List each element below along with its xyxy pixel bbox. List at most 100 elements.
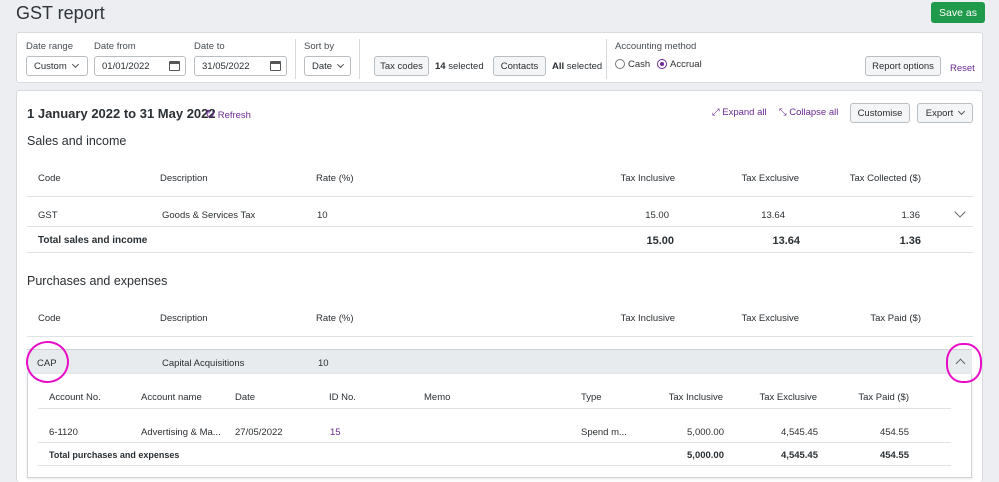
expand-all-label: Expand all bbox=[722, 107, 767, 118]
radio-selected-icon[interactable] bbox=[657, 59, 667, 70]
date-from-label: Date from bbox=[94, 41, 136, 52]
date-range-select[interactable]: Custom bbox=[26, 56, 88, 76]
detail-row-id-link[interactable]: 15 bbox=[330, 427, 341, 438]
sales-total-tax-collected: 1.36 bbox=[899, 235, 921, 247]
sort-by-value: Date bbox=[312, 60, 333, 72]
chevron-down-icon bbox=[337, 60, 345, 69]
detail-header-date: Date bbox=[235, 392, 256, 403]
date-from-value: 01/01/2022 bbox=[102, 60, 150, 72]
detail-header-memo: Memo bbox=[424, 392, 451, 403]
export-button[interactable]: Export bbox=[917, 103, 973, 123]
chevron-down-icon[interactable] bbox=[954, 206, 966, 218]
sales-header-tax-collected: Tax Collected ($) bbox=[849, 173, 921, 184]
sales-row-code: GST bbox=[38, 210, 58, 221]
report-options-button[interactable]: Report options bbox=[865, 56, 941, 76]
tax-codes-suffix: selected bbox=[448, 61, 484, 72]
detail-header-tax-exclusive: Tax Exclusive bbox=[759, 392, 817, 403]
calendar-icon[interactable] bbox=[169, 61, 180, 71]
page-title: GST report bbox=[16, 3, 105, 23]
date-to-label: Date to bbox=[194, 41, 225, 52]
sales-row-tax-exclusive: 13.64 bbox=[761, 210, 785, 221]
purchases-header-tax-exclusive: Tax Exclusive bbox=[741, 313, 799, 324]
sales-row-tax-collected: 1.36 bbox=[901, 210, 921, 221]
purchases-section-title: Purchases and expenses bbox=[27, 274, 168, 288]
sales-header-rate: Rate (%) bbox=[316, 173, 354, 184]
detail-row-tax-inclusive: 5,000.00 bbox=[687, 427, 724, 438]
filter-panel: Date range Custom Date from 01/01/2022 D… bbox=[16, 32, 983, 83]
expand-icon: ⤢ bbox=[712, 107, 720, 118]
detail-total-tax-paid: 454.55 bbox=[879, 450, 909, 461]
radio-icon[interactable] bbox=[615, 59, 625, 70]
divider bbox=[27, 226, 973, 227]
contacts-suffix: selected bbox=[566, 61, 603, 72]
divider bbox=[27, 336, 973, 337]
detail-row-account-no: 6-1120 bbox=[49, 427, 78, 438]
divider bbox=[27, 252, 973, 253]
sort-by-select[interactable]: Date bbox=[304, 56, 351, 76]
divider bbox=[38, 442, 951, 443]
date-from-input[interactable]: 01/01/2022 bbox=[94, 56, 186, 76]
refresh-icon: ↻ bbox=[205, 107, 216, 121]
refresh-label: Refresh bbox=[217, 110, 251, 121]
sales-total-tax-inclusive: 15.00 bbox=[646, 235, 674, 247]
date-range-label: Date range bbox=[26, 41, 74, 52]
sales-header-code: Code bbox=[38, 173, 61, 184]
report-period: 1 January 2022 to 31 May 2022 bbox=[27, 106, 216, 121]
divider bbox=[38, 408, 951, 409]
collapse-all-label: Collapse all bbox=[789, 107, 839, 118]
reset-link[interactable]: Reset bbox=[950, 63, 975, 74]
purchases-row-description: Capital Acquisitions bbox=[162, 358, 245, 369]
detail-row-tax-exclusive: 4,545.45 bbox=[781, 427, 818, 438]
sales-section-title: Sales and income bbox=[27, 134, 127, 148]
save-as-button[interactable]: Save as bbox=[931, 2, 985, 23]
accounting-method-label: Accounting method bbox=[615, 41, 697, 52]
purchases-header-tax-paid: Tax Paid ($) bbox=[870, 313, 921, 324]
contacts-all: All bbox=[552, 61, 565, 72]
contacts-selected: All selected bbox=[552, 61, 602, 72]
sales-header-tax-exclusive: Tax Exclusive bbox=[741, 173, 799, 184]
expand-all-link[interactable]: ⤢ Expand all bbox=[712, 107, 767, 118]
divider bbox=[359, 39, 360, 79]
date-range-value: Custom bbox=[34, 60, 67, 72]
purchases-header-rate: Rate (%) bbox=[316, 313, 354, 324]
detail-row-date: 27/05/2022 bbox=[235, 427, 283, 438]
detail-header-tax-inclusive: Tax Inclusive bbox=[668, 392, 723, 403]
detail-total-tax-inclusive: 5,000.00 bbox=[687, 450, 724, 461]
purchases-row-cap[interactable]: CAP Capital Acquisitions 10 bbox=[27, 349, 972, 374]
detail-total-tax-exclusive: 4,545.45 bbox=[781, 450, 818, 461]
detail-header-id-no: ID No. bbox=[329, 392, 356, 403]
divider bbox=[606, 39, 607, 79]
sort-by-label: Sort by bbox=[304, 41, 335, 52]
divider bbox=[38, 465, 951, 466]
export-label: Export bbox=[925, 107, 954, 119]
customise-button[interactable]: Customise bbox=[850, 103, 910, 123]
accrual-radio[interactable]: Accrual bbox=[657, 59, 702, 70]
sales-row-description: Goods & Services Tax bbox=[162, 210, 256, 221]
contacts-button[interactable]: Contacts bbox=[493, 56, 546, 76]
chevron-down-icon bbox=[958, 107, 966, 116]
divider bbox=[27, 196, 973, 197]
calendar-icon[interactable] bbox=[270, 61, 281, 71]
detail-total-label: Total purchases and expenses bbox=[49, 450, 180, 460]
purchases-header-description: Description bbox=[160, 313, 208, 324]
detail-header-account-name: Account name bbox=[141, 392, 202, 403]
cash-radio[interactable]: Cash bbox=[615, 59, 650, 70]
collapse-all-link[interactable]: ⤡ Collapse all bbox=[779, 107, 838, 118]
tax-codes-button[interactable]: Tax codes bbox=[374, 56, 429, 76]
detail-header-tax-paid: Tax Paid ($) bbox=[858, 392, 909, 403]
collapse-icon: ⤡ bbox=[779, 107, 787, 118]
cap-detail-panel: Account No. Account name Date ID No. Mem… bbox=[27, 374, 972, 478]
sales-header-tax-inclusive: Tax Inclusive bbox=[620, 173, 675, 184]
date-to-value: 31/05/2022 bbox=[202, 60, 250, 72]
date-to-input[interactable]: 31/05/2022 bbox=[194, 56, 287, 76]
purchases-header-code: Code bbox=[38, 313, 61, 324]
sales-row-tax-inclusive: 15.00 bbox=[645, 210, 669, 221]
sales-header-description: Description bbox=[160, 173, 208, 184]
detail-row-type: Spend m... bbox=[581, 427, 627, 438]
purchases-row-code: CAP bbox=[37, 358, 57, 369]
tax-codes-count: 14 bbox=[435, 61, 446, 72]
tax-codes-selected: 14 selected bbox=[435, 61, 484, 72]
sales-row-rate: 10 bbox=[317, 210, 328, 221]
refresh-link[interactable]: ↻ Refresh bbox=[205, 107, 251, 121]
detail-row-tax-paid: 454.55 bbox=[879, 427, 909, 438]
